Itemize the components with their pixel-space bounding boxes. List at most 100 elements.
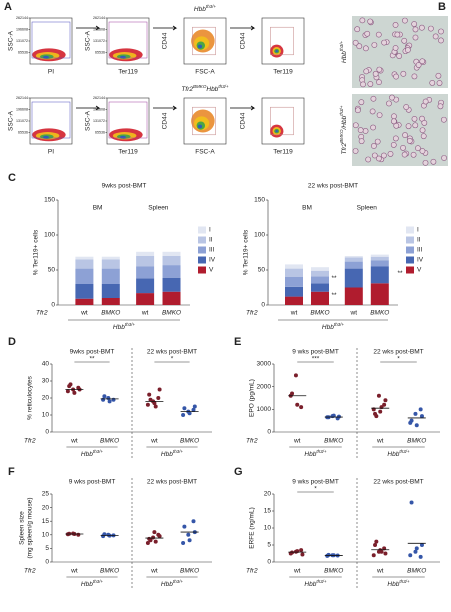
label-part: th3/+ <box>173 449 184 454</box>
cell <box>420 133 427 140</box>
cell <box>412 34 419 41</box>
label-part: BMKO <box>339 129 344 143</box>
cell <box>405 123 412 130</box>
bar-segment <box>370 283 389 305</box>
y-tick-label: 25 <box>42 491 50 498</box>
data-point <box>378 409 383 414</box>
data-point <box>157 534 162 539</box>
bar-segment <box>75 268 94 284</box>
group-label: BM <box>302 205 312 212</box>
data-point <box>65 389 70 394</box>
significance: *** <box>312 356 320 363</box>
label: Hbbth3/+ <box>304 579 327 588</box>
y-tick-label: 50 <box>258 267 266 274</box>
data-point <box>413 411 418 416</box>
legend-label: II <box>417 237 421 244</box>
cell <box>358 99 365 106</box>
legend-swatch <box>406 266 414 274</box>
cell <box>422 159 429 166</box>
cell <box>437 103 444 110</box>
label-part: th3/+ <box>316 449 327 454</box>
bar-segment <box>75 259 94 269</box>
label: Hbbth3/+ <box>387 449 410 458</box>
cell <box>438 28 444 35</box>
bar-segment <box>285 268 303 277</box>
arrow <box>153 25 178 31</box>
y-tick-label: 15 <box>42 518 50 525</box>
cell <box>360 81 366 88</box>
data-point <box>376 393 381 398</box>
group-title: 9 wks post-BMT <box>292 479 339 486</box>
bar-segment <box>101 268 120 284</box>
label-part: Hbb <box>194 6 206 13</box>
y-axis-label: SSC-A <box>8 110 15 131</box>
legend-label: I <box>209 227 211 234</box>
label-part: Hbb <box>304 581 316 588</box>
x-tick-label: BMKO <box>407 568 426 575</box>
cell <box>401 37 408 44</box>
arrow <box>76 25 101 31</box>
label-part: th3/+ <box>316 579 327 584</box>
y-tick-label: 5 <box>45 545 49 552</box>
x-prefix: Tfr2 <box>246 310 258 317</box>
label-part: Tfr2 <box>181 86 193 93</box>
bar-segment <box>75 284 94 299</box>
cell <box>390 118 397 125</box>
label-part: Hbb <box>81 451 93 458</box>
x-axis-label: FSC-A <box>195 69 215 76</box>
data-point <box>336 414 341 419</box>
cell <box>391 113 397 120</box>
bar-segment <box>75 298 94 305</box>
label: Hbbth3/+ <box>161 579 184 588</box>
label-part: th3/+ <box>399 449 410 454</box>
data-point <box>153 404 158 409</box>
x-tick-label: BMKO <box>324 568 343 575</box>
bar-segment <box>370 266 389 284</box>
y-tick-label: 1000 <box>257 406 272 413</box>
y-axis-label: CD44 <box>162 32 169 49</box>
x-tick-label: wt <box>293 568 301 575</box>
bar-segment <box>285 264 303 269</box>
bar-segment <box>285 296 303 305</box>
cell <box>401 151 408 158</box>
y-tick-label: 10 <box>42 532 50 539</box>
arrow <box>230 105 256 111</box>
bar-segment <box>285 286 303 297</box>
annotation: ** <box>331 275 337 282</box>
cell <box>441 155 447 161</box>
cell <box>412 122 419 129</box>
label: Hbbth3/+ <box>81 579 104 588</box>
y-tick-label: 262144 <box>16 96 28 100</box>
data-point <box>414 546 419 551</box>
label-part: th3/+ <box>173 579 184 584</box>
y-tick-label: 10 <box>42 412 50 419</box>
label-part: Hbb <box>161 581 173 588</box>
cell <box>402 17 408 24</box>
bar-segment <box>285 277 303 287</box>
legend-swatch <box>406 226 414 234</box>
cell <box>352 39 359 46</box>
cell <box>375 31 382 38</box>
cell <box>410 151 417 158</box>
x-tick-label: BMKO <box>180 438 199 445</box>
label-part: Hbb <box>206 86 218 93</box>
y-tick-label: 65536 <box>18 50 28 54</box>
legend-swatch <box>198 256 206 264</box>
x-tick-label: BMKO <box>180 568 199 575</box>
data-point <box>182 406 187 411</box>
bar-segment <box>101 259 120 269</box>
bar-segment <box>344 256 363 258</box>
y-tick-label: 0 <box>51 302 55 309</box>
bar-segment <box>162 291 181 305</box>
arrow <box>230 25 256 31</box>
cell <box>356 43 363 50</box>
y-tick-label: 65536 <box>95 130 105 134</box>
cell <box>393 122 400 129</box>
cell <box>392 22 399 28</box>
cell <box>393 73 399 80</box>
cell <box>354 26 361 33</box>
panel-letter: F <box>8 466 15 478</box>
cell <box>372 70 379 77</box>
cell <box>392 135 399 142</box>
